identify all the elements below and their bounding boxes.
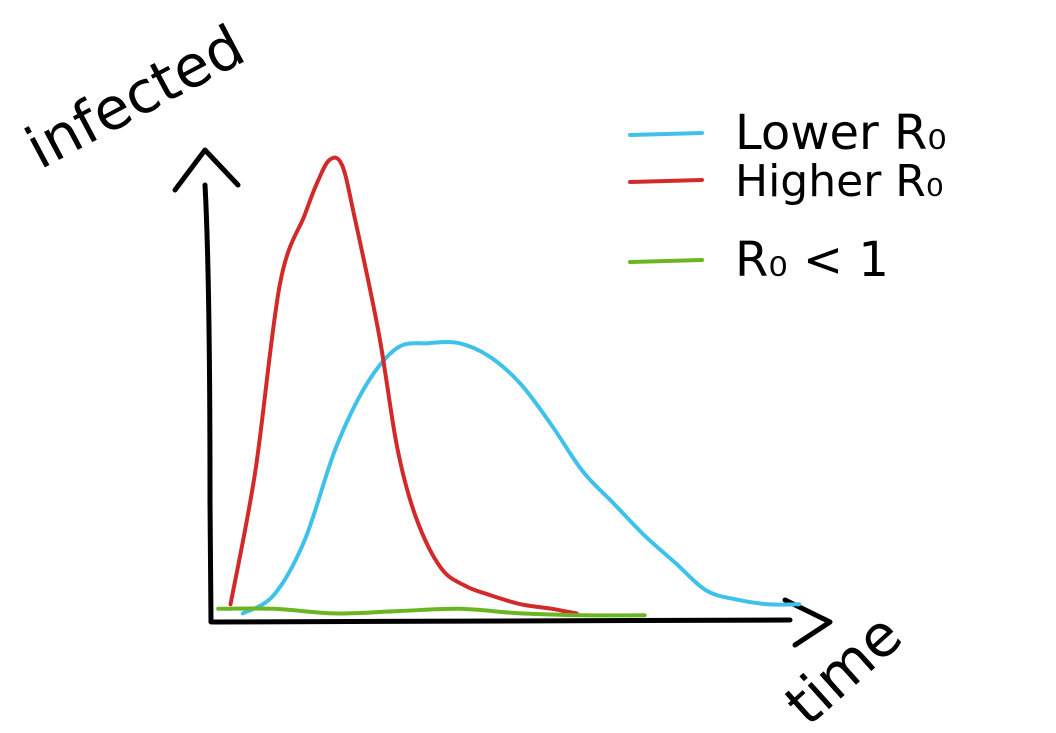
legend-label-1: Higher R₀ — [735, 156, 943, 207]
series-line-2 — [216, 606, 647, 618]
series-line-0 — [240, 339, 802, 616]
legend-label-2: R₀ < 1 — [735, 232, 889, 288]
legend-swatch-0 — [628, 131, 704, 137]
y-axis-arrowhead — [172, 147, 241, 193]
x-axis-line — [210, 617, 793, 625]
series-line-1 — [228, 155, 579, 616]
x-axis-arrowhead — [782, 597, 833, 648]
y-axis-label: infected — [15, 11, 255, 182]
x-axis-label: time — [772, 600, 915, 733]
legend-label-0: Lower R₀ — [735, 105, 947, 161]
series-layer — [216, 155, 802, 618]
axes — [172, 147, 833, 648]
legend-swatch-1 — [628, 178, 704, 184]
legend-swatch-2 — [628, 258, 704, 264]
y-axis-line — [202, 182, 214, 625]
